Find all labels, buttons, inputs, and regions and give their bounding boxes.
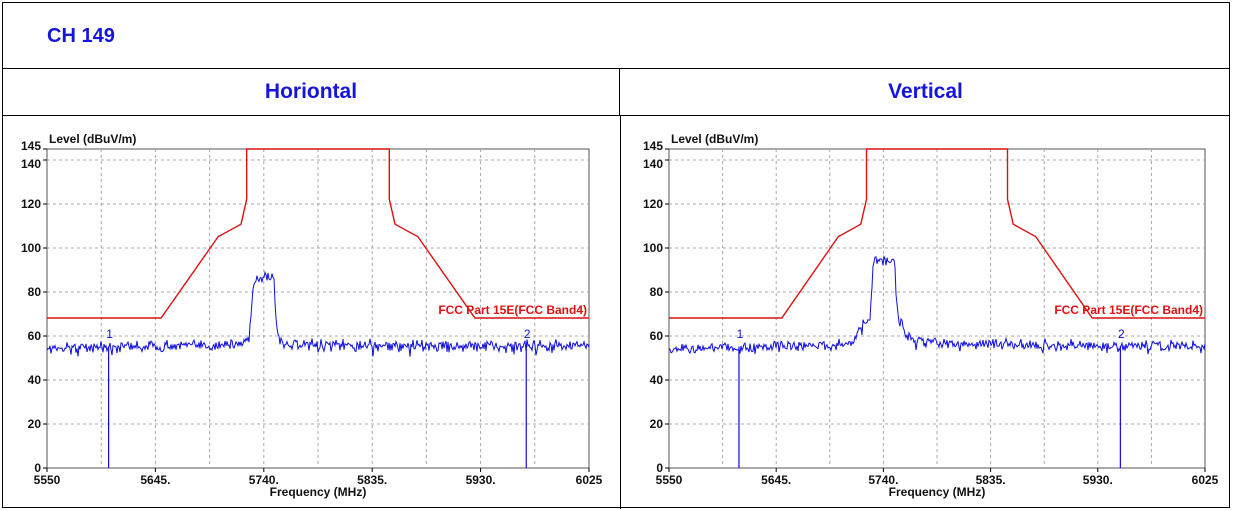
vertical-emission-chart: 0 20 40 60 80 100 120 140 145 5550 5645. 5740. 5835.…	[643, 132, 1219, 499]
marker-label: 2	[524, 327, 531, 341]
limit-line	[47, 148, 589, 319]
x-tick-label: 5930.	[1083, 473, 1113, 487]
polarization-row: Horiontal Vertical	[3, 69, 1229, 116]
polarization-horizontal-label: Horiontal	[3, 69, 620, 115]
y-tick-label: 20	[28, 417, 42, 431]
x-tick-label: 6025	[1192, 473, 1219, 487]
plot-row: 0 20 40 60 80 100 120 140 145 5550 5645. 5740. 5835.…	[3, 116, 1229, 509]
plot-divider	[620, 116, 621, 509]
y-tick-label: 140	[643, 157, 663, 171]
y-tick-label: 20	[650, 417, 664, 431]
y-tick-label: 60	[650, 329, 664, 343]
x-tick-label: 5740.	[249, 473, 279, 487]
x-tick-label: 5550	[656, 473, 683, 487]
y-tick-label: 60	[28, 329, 42, 343]
x-tick-label: 5930.	[466, 473, 496, 487]
y-axis-title: Level (dBuV/m)	[671, 132, 758, 146]
x-tick-label: 5835.	[976, 473, 1006, 487]
x-axis-title: Frequency (MHz)	[889, 485, 986, 499]
polarization-vertical-label: Vertical	[888, 80, 963, 103]
limit-line-label: FCC Part 15E(FCC Band4)	[438, 303, 587, 317]
y-tick-label: 120	[21, 197, 41, 211]
y-tick-label: 80	[650, 285, 664, 299]
horizontal-plot-cell: 0 20 40 60 80 100 120 140 145 5550 5645. 5740. 5835.…	[3, 116, 620, 509]
channel-row: CH 149	[3, 3, 1229, 69]
y-tick-label: 145	[21, 139, 41, 153]
y-tick-label: 140	[21, 157, 41, 171]
marker-label: 1	[106, 327, 113, 341]
x-axis-title: Frequency (MHz)	[270, 485, 367, 499]
y-tick-label: 80	[28, 285, 42, 299]
y-axis-title: Level (dBuV/m)	[49, 132, 136, 146]
measurement-trace	[46, 270, 590, 357]
limit-line	[669, 148, 1205, 319]
x-tick-label: 5645.	[761, 473, 791, 487]
x-tick-label: 5835.	[357, 473, 387, 487]
measurement-trace	[668, 254, 1206, 355]
horizontal-emission-chart: 0 20 40 60 80 100 120 140 145 5550 5645. 5740. 5835.…	[21, 132, 603, 499]
y-tick-label: 0	[656, 461, 663, 475]
limit-line-label: FCC Part 15E(FCC Band4)	[1054, 303, 1203, 317]
channel-title: CH 149	[47, 25, 115, 47]
y-tick-label: 100	[21, 241, 41, 255]
x-tick-label: 6025	[576, 473, 603, 487]
marker-label: 2	[1118, 327, 1125, 341]
y-tick-label: 0	[34, 461, 41, 475]
x-tick-label: 5740.	[868, 473, 898, 487]
y-tick-label: 145	[643, 139, 663, 153]
y-tick-label: 40	[28, 373, 42, 387]
x-tick-label: 5550	[34, 473, 61, 487]
marker-label: 1	[737, 327, 744, 341]
x-tick-label: 5645.	[140, 473, 170, 487]
y-tick-label: 40	[650, 373, 664, 387]
y-tick-label: 100	[643, 241, 663, 255]
vertical-plot-cell: 0 20 40 60 80 100 120 140 145 5550 5645. 5740. 5835.…	[621, 116, 1231, 509]
y-tick-label: 120	[643, 197, 663, 211]
